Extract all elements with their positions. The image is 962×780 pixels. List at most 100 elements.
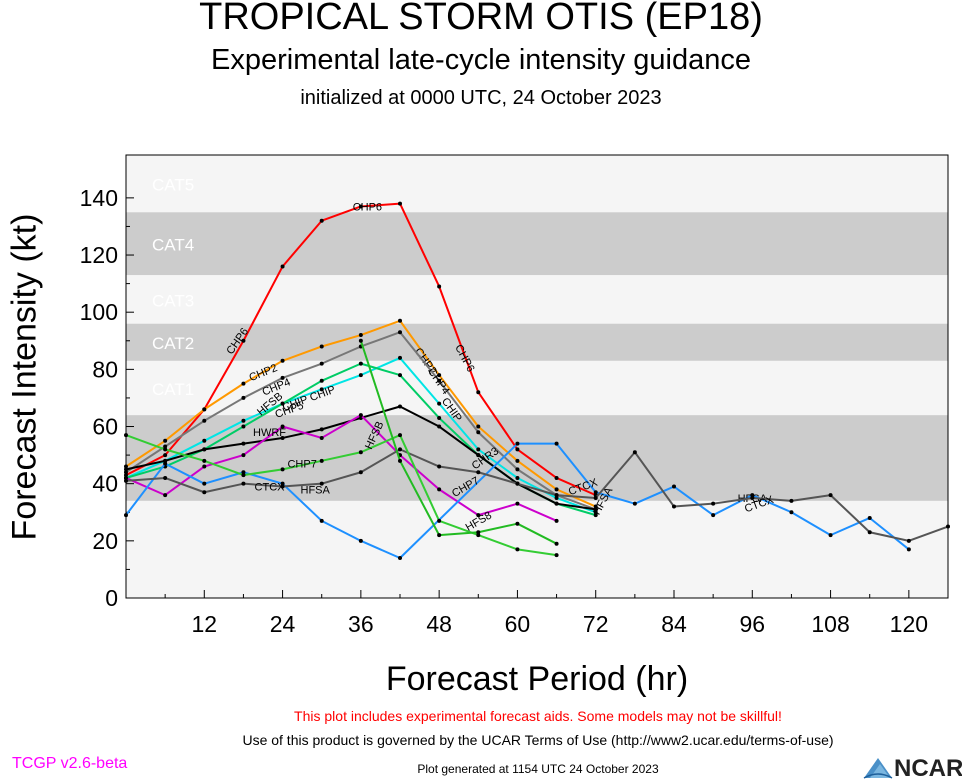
ncar-logo-text: NCAR xyxy=(894,755,962,780)
series-label: CTCX xyxy=(255,482,286,494)
data-point xyxy=(632,450,637,455)
data-point xyxy=(163,438,168,443)
data-point xyxy=(358,204,363,209)
data-point xyxy=(515,481,520,486)
data-point xyxy=(398,458,402,463)
data-point xyxy=(241,424,246,429)
x-tick-label: 60 xyxy=(505,611,531,637)
data-point xyxy=(437,424,442,429)
data-point xyxy=(280,358,285,363)
data-point xyxy=(202,464,207,469)
data-point xyxy=(711,513,716,518)
data-point xyxy=(202,407,207,412)
ncar-logo: NCAR xyxy=(863,755,962,780)
category-label: CAT5 xyxy=(152,176,194,195)
data-point xyxy=(319,344,324,349)
chart-subtitle: Experimental late-cycle intensity guidan… xyxy=(211,44,751,76)
series-hwrf: HWRF xyxy=(124,413,559,523)
data-point xyxy=(476,530,481,535)
data-point xyxy=(398,355,402,360)
data-point xyxy=(554,475,559,480)
data-point xyxy=(319,361,324,366)
band-layer: CAT1 CAT2 CAT3 CAT4 CAT5 xyxy=(126,155,948,598)
data-point xyxy=(828,493,833,498)
series-line xyxy=(359,340,558,545)
y-ticks: 0 20 40 60 80 100 120 140 xyxy=(80,185,134,611)
data-point xyxy=(437,378,442,383)
y-tick-label: 120 xyxy=(80,242,118,268)
data-point xyxy=(593,513,598,518)
y-tick-label: 40 xyxy=(92,471,118,497)
data-point xyxy=(280,401,285,406)
data-point xyxy=(554,493,559,498)
data-point xyxy=(789,510,794,515)
data-point xyxy=(163,493,168,498)
data-point xyxy=(124,475,128,480)
data-point xyxy=(398,330,402,335)
data-point xyxy=(241,453,246,458)
data-point xyxy=(554,541,559,546)
data-point xyxy=(789,498,794,503)
terms-of-use: Use of this product is governed by the U… xyxy=(242,732,834,748)
y-tick-label: 20 xyxy=(92,528,118,554)
init-time: initialized at 0000 UTC, 24 October 2023 xyxy=(300,87,662,109)
data-point xyxy=(319,387,324,392)
data-point xyxy=(241,481,246,486)
data-point xyxy=(280,264,285,269)
series-line xyxy=(125,414,557,522)
data-point xyxy=(319,518,324,523)
data-point xyxy=(437,533,442,538)
data-point xyxy=(867,530,872,535)
data-point xyxy=(672,484,676,489)
data-point xyxy=(711,501,716,506)
data-point xyxy=(476,390,481,395)
data-point xyxy=(554,495,559,500)
data-point xyxy=(672,504,676,509)
category-label: CAT1 xyxy=(152,380,194,399)
data-point xyxy=(515,475,520,480)
generated-time: Plot generated at 1154 UTC 24 October 20… xyxy=(417,762,659,776)
x-tick-label: 120 xyxy=(890,611,928,637)
ncar-logo-icon xyxy=(863,758,893,779)
series-line xyxy=(125,434,557,557)
data-point xyxy=(280,481,285,486)
data-point xyxy=(358,338,363,343)
category-band xyxy=(126,275,948,324)
data-point xyxy=(358,470,363,475)
data-point xyxy=(319,481,324,486)
data-point xyxy=(437,415,442,420)
data-point xyxy=(319,427,324,432)
series-label: HWRF xyxy=(253,427,286,439)
data-point xyxy=(319,378,324,383)
experimental-warning: This plot includes experimental forecast… xyxy=(294,708,782,724)
category-label: CAT4 xyxy=(152,236,194,255)
data-point xyxy=(946,524,950,529)
data-point xyxy=(124,433,128,438)
data-point xyxy=(280,435,285,440)
data-point xyxy=(593,510,598,515)
data-point xyxy=(124,470,128,475)
data-point xyxy=(554,518,559,523)
x-tick-label: 36 xyxy=(348,611,374,637)
data-point xyxy=(241,470,246,475)
data-point xyxy=(398,555,402,560)
data-point xyxy=(202,447,207,452)
data-point xyxy=(241,338,246,343)
x-tick-label: 72 xyxy=(583,611,609,637)
data-point xyxy=(358,450,363,455)
x-ticks: 12 24 36 48 60 72 84 96 108 120 xyxy=(164,590,928,637)
data-point xyxy=(828,533,833,538)
data-point xyxy=(593,504,598,509)
data-point xyxy=(319,458,324,463)
data-point xyxy=(476,533,481,538)
data-point xyxy=(554,487,559,492)
data-point xyxy=(124,513,128,518)
x-tick-label: 48 xyxy=(426,611,452,637)
data-point xyxy=(437,518,442,523)
intensity-band xyxy=(126,415,948,501)
data-point xyxy=(593,507,598,512)
y-tick-label: 140 xyxy=(80,185,118,211)
data-point xyxy=(906,538,911,543)
data-point xyxy=(358,413,363,418)
